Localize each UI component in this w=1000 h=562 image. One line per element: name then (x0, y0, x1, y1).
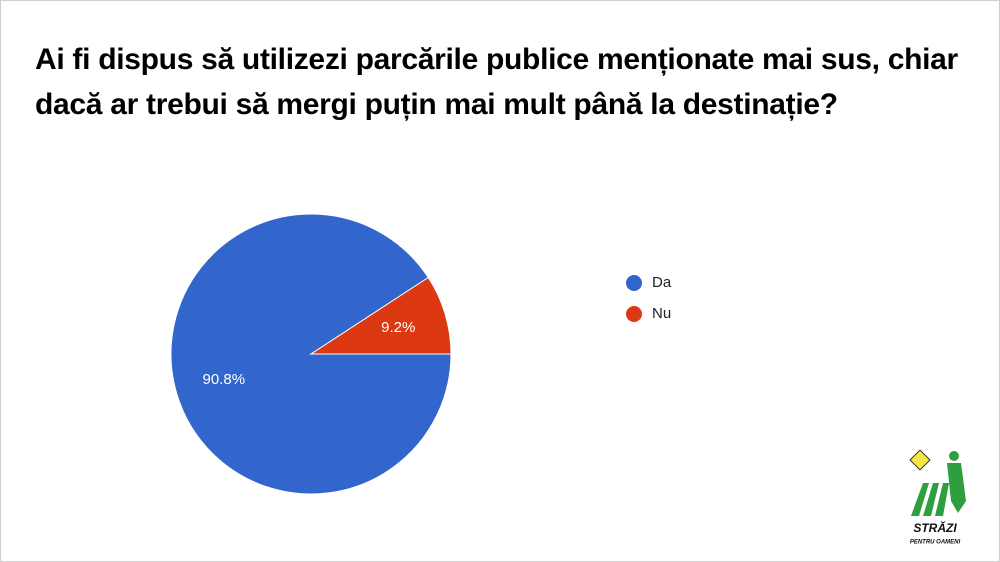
logo-title: STRĂZI (913, 520, 957, 535)
logo-figure (947, 463, 966, 513)
logo-sign (909, 449, 931, 471)
pie-slice (309, 276, 452, 355)
legend-marker (626, 306, 642, 322)
data-label: 90.8% (203, 371, 246, 388)
logo-head (949, 451, 959, 461)
data-label: 9.2% (381, 319, 415, 336)
logo-subtitle: PENTRU OAMENI (910, 540, 961, 546)
legend-label: Da (652, 274, 672, 291)
chart-title: Ai fi dispus să utilizezi parcările publ… (35, 43, 958, 121)
logo: STRĂZI PENTRU OAMENI (909, 449, 966, 546)
legend-label: Nu (652, 305, 671, 322)
logo-stripes (911, 483, 949, 516)
legend-marker (626, 275, 642, 291)
